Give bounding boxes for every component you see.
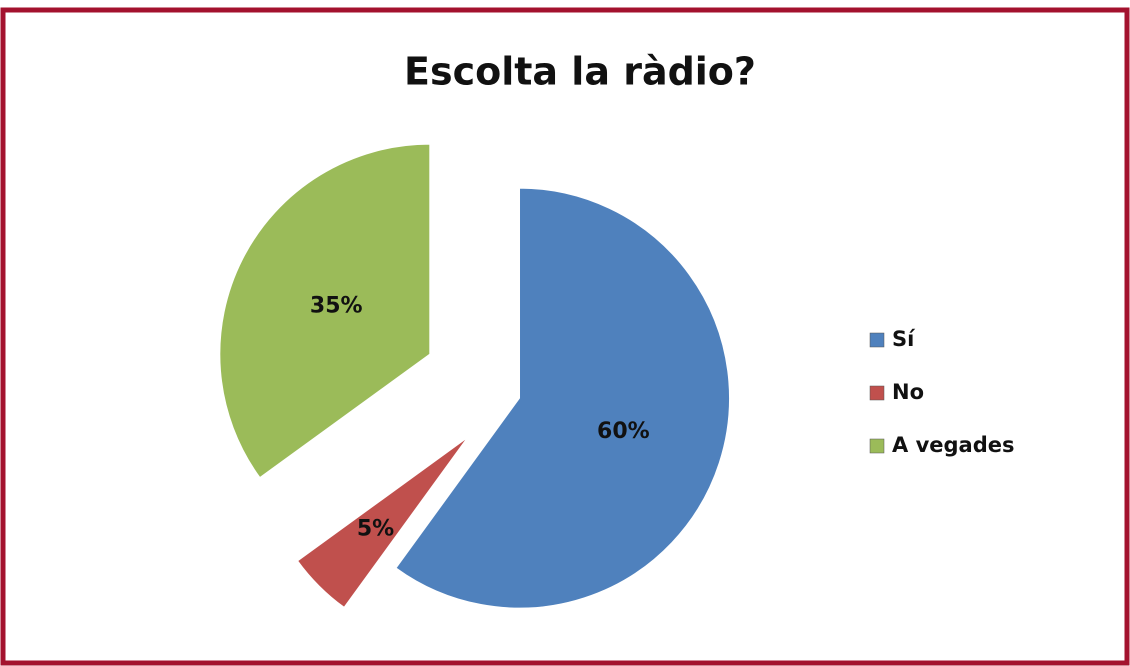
data-label: 5% <box>357 516 394 541</box>
data-label: 60% <box>597 419 650 444</box>
legend-label: Sí <box>892 327 916 351</box>
pie-slice <box>395 187 730 609</box>
legend-label: A vegades <box>892 433 1014 457</box>
chart-title: Escolta la ràdio? <box>404 50 756 94</box>
pie-slice <box>296 437 468 609</box>
legend-swatch <box>869 438 885 454</box>
legend-swatch <box>869 332 885 348</box>
data-label: 35% <box>310 293 363 318</box>
legend-swatch <box>869 385 885 401</box>
pie-slice <box>219 143 431 479</box>
legend-label: No <box>892 380 924 404</box>
